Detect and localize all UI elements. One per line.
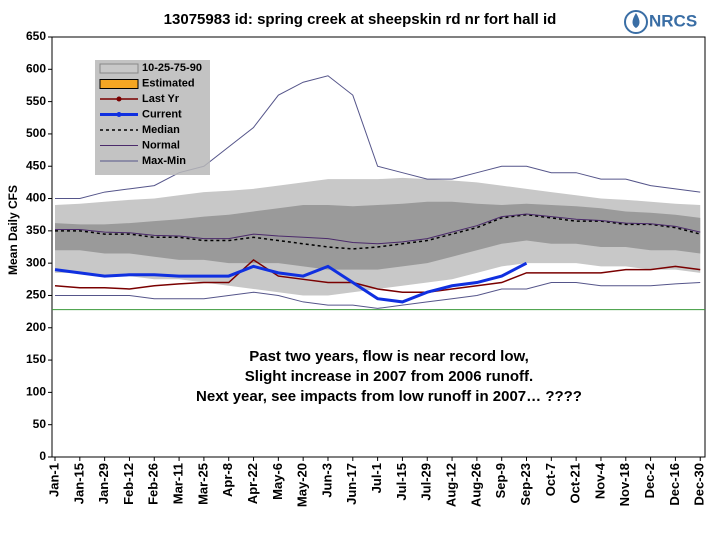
y-tick-label: 100: [26, 385, 46, 399]
x-tick-label: Jun-3: [319, 463, 334, 498]
y-tick-label: 500: [26, 126, 46, 140]
x-tick-label: Sep-9: [493, 463, 508, 498]
legend-label: Median: [142, 124, 180, 136]
x-tick-label: Jul-1: [369, 463, 384, 493]
x-tick-label: Nov-18: [617, 463, 632, 506]
series-line: [55, 213, 701, 250]
x-tick-label: May-6: [270, 463, 285, 500]
y-tick-label: 300: [26, 255, 46, 269]
legend-label: Last Yr: [142, 93, 180, 105]
y-tick-label: 150: [26, 352, 46, 366]
legend-label: Normal: [142, 139, 180, 151]
x-tick-label: Jun-17: [344, 463, 359, 505]
x-tick-label: Nov-4: [592, 462, 607, 499]
min-line: [55, 282, 701, 309]
x-tick-label: Jan-29: [96, 463, 111, 504]
legend-marker: [116, 96, 122, 102]
y-tick-label: 250: [26, 288, 46, 302]
annotation-text: Next year, see impacts from low runoff i…: [196, 388, 582, 405]
x-tick-label: Aug-12: [444, 463, 459, 507]
x-tick-label: Feb-12: [121, 463, 136, 505]
legend-label: Estimated: [142, 77, 195, 89]
y-tick-label: 350: [26, 223, 46, 237]
x-tick-label: Mar-25: [195, 463, 210, 505]
chart-title: 13075983 id: spring creek at sheepskin r…: [164, 11, 557, 28]
annotation-box: [118, 318, 660, 435]
y-tick-label: 400: [26, 191, 46, 205]
series-line: [55, 213, 701, 245]
logo-ring: [624, 10, 648, 34]
legend-marker: [116, 112, 122, 117]
annotation-text: Past two years, flow is near record low,: [249, 348, 529, 365]
x-tick-label: Jan-1: [46, 463, 61, 497]
y-tick-label: 0: [39, 449, 46, 463]
x-tick-label: Sep-23: [518, 463, 533, 506]
legend-label: Max-Min: [142, 155, 186, 167]
legend-label: 10-25-75-90: [142, 62, 202, 74]
logo-drop: [632, 13, 640, 28]
legend-label: Current: [142, 108, 182, 120]
series-line: [54, 258, 701, 293]
x-tick-label: Dec-16: [667, 463, 682, 506]
legend: 10-25-75-90 Estimated Last Yr Current Median…: [95, 60, 210, 175]
x-tick-label: Jul-29: [419, 463, 434, 501]
x-tick-label: Jul-15: [394, 463, 409, 501]
series-line: [54, 261, 528, 304]
x-tick-label: Apr-22: [245, 463, 260, 504]
max-line: [55, 75, 701, 200]
y-axis-label: Mean Daily CFS: [6, 185, 20, 275]
logo: NRCS: [624, 10, 697, 34]
y-tick-label: 450: [26, 158, 46, 172]
x-tick-label: May-20: [295, 463, 310, 507]
y-tick-label: 600: [26, 61, 46, 75]
x-tick-label: Aug-26: [468, 463, 483, 507]
x-tick-label: Apr-8: [220, 463, 235, 497]
legend-swatch: [99, 63, 139, 74]
x-tick-label: Oct-21: [568, 463, 583, 503]
x-tick-label: Jan-15: [71, 463, 86, 504]
y-tick-label: 50: [33, 417, 47, 431]
x-tick-label: Dec-30: [692, 463, 707, 506]
y-tick-label: 650: [26, 29, 46, 43]
x-tick-label: Dec-2: [642, 463, 657, 498]
y-tick-label: 550: [26, 94, 46, 108]
y-tick-label: 200: [26, 320, 46, 334]
x-tick-label: Feb-26: [146, 463, 161, 505]
annotation-text: Slight increase in 2007 from 2006 runoff…: [245, 368, 533, 385]
logo-text: NRCS: [649, 11, 697, 30]
band-25-75: [55, 201, 701, 270]
x-tick-label: Mar-11: [171, 463, 186, 504]
legend-swatch: [99, 79, 139, 89]
x-tick-label: Oct-7: [543, 463, 558, 496]
